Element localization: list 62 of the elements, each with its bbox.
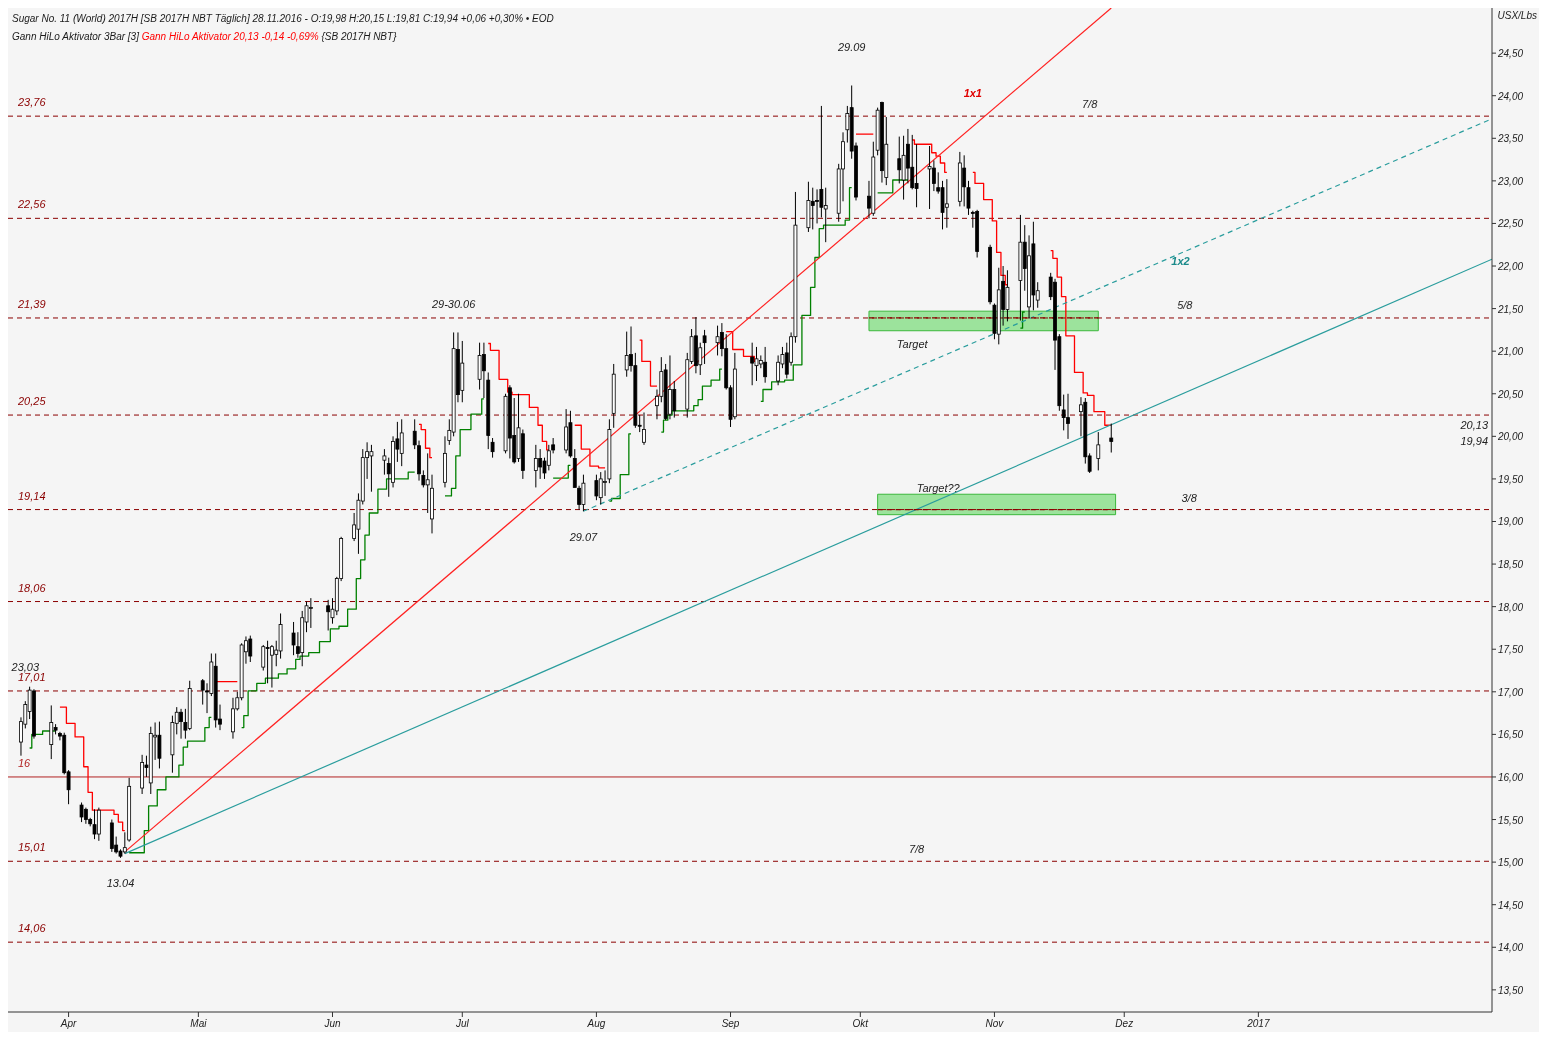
- annotation: 13.04: [106, 876, 135, 889]
- y-axis-title: USX/Lbs: [1497, 10, 1537, 21]
- x-tick-label: Jun: [323, 1018, 341, 1029]
- x-tick-label: Mai: [190, 1018, 208, 1029]
- y-tick-label: 23,00: [1497, 175, 1524, 187]
- y-tick-label: 17,50: [1498, 644, 1524, 656]
- x-tick-label: 2017: [1246, 1018, 1270, 1029]
- ref-line-label: 15,01: [18, 841, 46, 854]
- y-tick-label: 20,50: [1497, 388, 1524, 400]
- y-tick-label: 21,50: [1497, 303, 1524, 315]
- y-tick-label: 20,00: [1497, 431, 1524, 443]
- ref-line-label: 18,06: [18, 581, 47, 594]
- annotation: 5/8: [1177, 299, 1194, 312]
- y-tick-label: 19,00: [1498, 516, 1524, 528]
- y-tick-label: 22,00: [1497, 261, 1524, 273]
- y-tick-label: 14,50: [1498, 899, 1524, 911]
- text: Sugar No. 11 (World) 2017H [SB 2017H NBT Täglich] 28.11.2016 - O:19,98 H:20,15 L:19,81 C:19,94 +0,06 +0,30% • EOD: [12, 13, 554, 24]
- y-tick-label: 15,00: [1498, 857, 1524, 869]
- y-tick-label: 18,00: [1498, 601, 1524, 613]
- annotation: 1x2: [1171, 254, 1190, 267]
- y-tick-label: 18,50: [1498, 559, 1524, 571]
- x-tick-label: Jul: [454, 1018, 470, 1029]
- ref-line-label: 20,25: [17, 395, 47, 408]
- y-tick-label: 21,00: [1497, 346, 1524, 358]
- ref-line-label: 14,06: [18, 922, 47, 935]
- y-tick-label: 16,50: [1498, 729, 1524, 741]
- x-tick-label: Sep: [721, 1018, 740, 1029]
- y-tick-label: 22,50: [1497, 218, 1524, 230]
- y-tick-label: 24,00: [1497, 90, 1524, 102]
- annotation: 1x1: [963, 87, 982, 100]
- y-tick-label: 17,00: [1498, 686, 1524, 698]
- annotation: 23,03: [10, 661, 40, 674]
- ref-line-label: 16: [18, 756, 32, 769]
- ref-line-label: 19,14: [18, 489, 46, 502]
- ref-line-label: 23,76: [17, 96, 47, 109]
- annotation: 29.09: [836, 41, 866, 54]
- y-tick-label: 24,50: [1497, 48, 1524, 60]
- annotation: Target: [896, 338, 929, 351]
- ref-line-label: 21,39: [17, 297, 46, 310]
- y-tick-label: 15,50: [1498, 814, 1524, 826]
- annotation: {SB 2017H NBT}: [318, 31, 398, 42]
- x-tick-label: Apr: [59, 1018, 78, 1029]
- annotation: 20,13: [1459, 419, 1489, 432]
- annotation: 29.07: [568, 530, 599, 543]
- y-tick-label: 14,00: [1498, 942, 1524, 954]
- x-tick-label: Aug: [586, 1018, 606, 1029]
- annotation: Target??: [916, 482, 961, 495]
- annotation: 3/8: [1181, 491, 1198, 504]
- annotation: 7/8: [1081, 98, 1099, 111]
- text: Gann HiLo Aktivator 20,13 -0,14 -0,69%: [138, 31, 319, 42]
- x-tick-label: Nov: [985, 1018, 1005, 1029]
- annotation: 29-30.06: [430, 298, 477, 311]
- annotation: 7/8: [908, 843, 926, 856]
- y-tick-label: 13,50: [1498, 984, 1524, 996]
- annotation: 19,94: [1460, 435, 1488, 448]
- y-tick-label: 23,50: [1497, 133, 1524, 145]
- y-tick-label: 19,50: [1498, 473, 1524, 485]
- x-tick-label: Okt: [852, 1018, 870, 1029]
- ref-line-label: 22,56: [17, 198, 47, 211]
- y-tick-label: 16,00: [1498, 771, 1524, 783]
- text: Gann HiLo Aktivator 3Bar [3]: [12, 31, 140, 42]
- x-tick-label: Dez: [1115, 1018, 1134, 1029]
